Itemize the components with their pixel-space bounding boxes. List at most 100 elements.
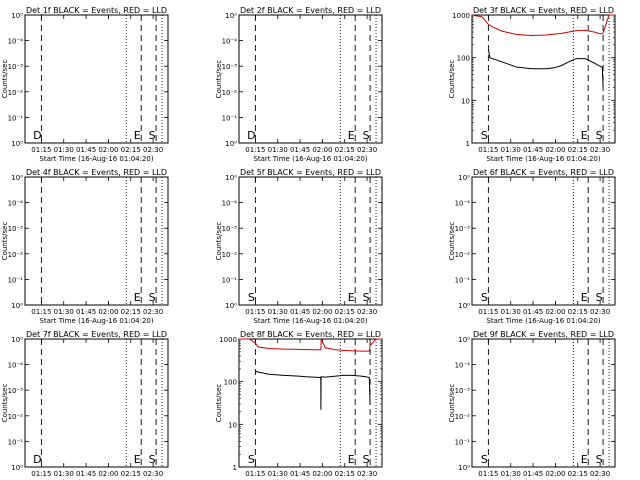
panel-title: Det 9f BLACK = Events, RED = LLD [473, 330, 614, 339]
marker-label-E: E [348, 291, 355, 304]
y-axis-label: Counts/sec [1, 60, 9, 99]
x-tick-label: 01:45 [290, 470, 310, 478]
x-tick-label: 02:00 [545, 146, 565, 154]
x-tick-label: 01:30 [268, 146, 288, 154]
panel-title: Det 1f BLACK = Events, RED = LLD [26, 6, 167, 15]
plot-frame [471, 176, 616, 306]
x-tick-label: 02:00 [312, 308, 332, 316]
marker-label-S: S [363, 291, 370, 304]
y-tick-label: 10⁻¹ [8, 114, 24, 122]
x-tick-label: 01:45 [76, 146, 96, 154]
y-tick-label: 10⁻² [222, 251, 238, 259]
y-tick-label: 10⁰ [11, 174, 23, 182]
x-tick-label: 01:30 [54, 146, 74, 154]
plot-frame [238, 176, 383, 306]
x-tick-label: 02:15 [335, 146, 355, 154]
y-tick-label: 10⁻² [455, 251, 471, 259]
y-tick-label: 10⁰ [11, 336, 23, 344]
y-tick-label: 10⁰ [11, 464, 23, 472]
y-tick-label: 10⁰ [11, 12, 23, 20]
x-tick-label: 01:30 [501, 308, 521, 316]
marker-label-S: S [596, 291, 603, 304]
panel-3: Det 3f BLACK = Events, RED = LLD10001001… [448, 6, 616, 163]
x-axis-label: Start Time (16-Aug-16 01:04:20) [486, 317, 600, 325]
x-axis-label: Start Time (16-Aug-16 01:04:20) [253, 155, 367, 163]
y-tick-label: 10⁻⁴ [8, 38, 24, 46]
x-tick-label: 02:30 [357, 470, 377, 478]
plot-frame [471, 338, 616, 468]
y-tick-label: 10⁻⁴ [222, 200, 238, 208]
panel-title: Det 4f BLACK = Events, RED = LLD [26, 168, 167, 177]
y-tick-label: 10⁻³ [8, 63, 24, 71]
events-series-line [255, 370, 371, 410]
x-tick-label: 02:30 [143, 308, 163, 316]
y-tick-label: 10⁻³ [222, 225, 238, 233]
x-axis-label: Start Time (16-Aug-16 01:04:20) [486, 155, 600, 163]
y-tick-label: 10⁻² [8, 413, 24, 421]
y-tick-label: 10⁻³ [222, 63, 238, 71]
y-tick-label: 1000 [452, 12, 470, 20]
y-tick-label: 10⁰ [225, 140, 237, 148]
panel-9: Det 9f BLACK = Events, RED = LLD10⁰10⁻⁴1… [448, 330, 616, 480]
marker-label-S: S [363, 129, 370, 142]
x-tick-label: 01:45 [290, 308, 310, 316]
x-tick-label: 02:30 [590, 308, 610, 316]
x-tick-label: 01:15 [245, 470, 265, 478]
marker-label-S: S [481, 291, 488, 304]
y-axis-label: Counts/sec [1, 384, 9, 423]
marker-label-D: D [33, 453, 41, 466]
x-tick-label: 02:00 [98, 470, 118, 478]
y-tick-label: 10⁻⁴ [222, 38, 238, 46]
events-series-line [487, 48, 604, 88]
x-tick-label: 02:15 [568, 470, 588, 478]
y-tick-label: 10⁻² [222, 89, 238, 97]
marker-label-S: S [481, 453, 488, 466]
y-axis-label: Counts/sec [215, 384, 223, 423]
x-tick-label: 02:00 [98, 146, 118, 154]
y-tick-label: 10⁰ [225, 174, 237, 182]
marker-label-S: S [149, 291, 156, 304]
x-tick-label: 02:30 [143, 470, 163, 478]
x-tick-label: 01:15 [31, 146, 51, 154]
y-tick-label: 10⁰ [225, 12, 237, 20]
marker-label-S: S [248, 291, 255, 304]
y-tick-label: 10⁻¹ [222, 276, 238, 284]
x-tick-label: 02:30 [357, 308, 377, 316]
marker-label-E: E [348, 453, 355, 466]
y-tick-label: 10⁰ [225, 302, 237, 310]
y-tick-label: 10⁻⁴ [455, 362, 471, 370]
marker-label-E: E [348, 129, 355, 142]
y-axis-label: Counts/sec [448, 222, 456, 261]
marker-label-S: S [596, 453, 603, 466]
x-tick-label: 01:15 [31, 308, 51, 316]
y-tick-label: 10 [461, 97, 470, 105]
x-tick-label: 01:30 [54, 470, 74, 478]
x-tick-label: 01:45 [76, 470, 96, 478]
y-tick-label: 10⁻² [8, 251, 24, 259]
y-tick-label: 10⁰ [458, 464, 470, 472]
plot-frame [238, 14, 383, 144]
x-tick-label: 02:15 [568, 146, 588, 154]
y-axis-label: Counts/sec [215, 222, 223, 261]
x-tick-label: 02:00 [312, 146, 332, 154]
panel-title: Det 7f BLACK = Events, RED = LLD [26, 330, 167, 339]
x-tick-label: 01:45 [76, 308, 96, 316]
y-tick-label: 10⁻¹ [8, 438, 24, 446]
x-tick-label: 02:00 [312, 470, 332, 478]
y-tick-label: 10⁻⁴ [8, 200, 24, 208]
x-tick-label: 01:45 [523, 470, 543, 478]
y-tick-label: 10⁻⁴ [455, 200, 471, 208]
marker-label-E: E [134, 291, 141, 304]
marker-label-E: E [581, 453, 588, 466]
y-tick-label: 10⁻² [8, 89, 24, 97]
panel-5: Det 5f BLACK = Events, RED = LLD10⁰10⁻⁴1… [215, 168, 383, 325]
x-tick-label: 02:30 [357, 146, 377, 154]
x-tick-label: 01:45 [523, 146, 543, 154]
x-axis-label: Start Time (16-Aug-16 01:04:20) [253, 317, 367, 325]
panel-7: Det 7f BLACK = Events, RED = LLD10⁰10⁻⁴1… [1, 330, 169, 480]
plot-frame [238, 338, 383, 468]
panel-title: Det 8f BLACK = Events, RED = LLD [240, 330, 381, 339]
y-tick-label: 10⁰ [458, 336, 470, 344]
